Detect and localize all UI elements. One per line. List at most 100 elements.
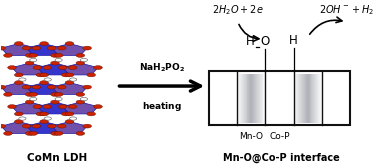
Circle shape [32, 46, 41, 50]
Circle shape [0, 46, 6, 50]
Circle shape [81, 58, 88, 62]
Circle shape [58, 105, 67, 109]
Circle shape [48, 124, 56, 128]
Polygon shape [1, 83, 36, 94]
Bar [308, 74, 309, 123]
Circle shape [3, 132, 12, 135]
Bar [319, 74, 320, 123]
Bar [258, 74, 259, 123]
Bar [253, 74, 254, 123]
Circle shape [83, 46, 91, 50]
Bar [254, 74, 255, 123]
Circle shape [8, 66, 16, 70]
Circle shape [51, 61, 59, 65]
Bar [307, 74, 308, 123]
Circle shape [40, 73, 48, 77]
Bar [299, 74, 301, 123]
Bar [320, 74, 321, 123]
Polygon shape [37, 63, 73, 75]
Circle shape [14, 81, 23, 85]
Bar [294, 74, 295, 123]
Circle shape [62, 112, 70, 116]
Text: $\mathbf{NaH_2PO_2}$: $\mathbf{NaH_2PO_2}$ [139, 61, 185, 74]
Bar [321, 74, 322, 123]
Bar [251, 74, 253, 123]
Circle shape [51, 100, 59, 104]
Text: $2H_2O + 2e$: $2H_2O + 2e$ [212, 3, 263, 17]
Circle shape [51, 92, 59, 96]
Bar [294, 74, 296, 123]
Circle shape [43, 66, 52, 70]
Bar [238, 74, 239, 123]
Circle shape [25, 100, 34, 104]
Circle shape [14, 42, 23, 46]
Circle shape [62, 73, 70, 77]
Bar [246, 74, 247, 123]
Bar [300, 74, 301, 123]
Circle shape [94, 105, 102, 109]
Bar [298, 74, 299, 123]
Circle shape [22, 124, 31, 128]
Bar [316, 74, 317, 123]
Circle shape [57, 46, 66, 50]
Text: Mn-O: Mn-O [239, 132, 263, 141]
Bar [303, 74, 304, 123]
Bar [249, 74, 251, 123]
Bar [260, 74, 261, 123]
Circle shape [40, 81, 48, 85]
Circle shape [29, 53, 38, 57]
Text: Mn-O@Co-P interface: Mn-O@Co-P interface [223, 153, 340, 163]
Text: O: O [261, 35, 270, 48]
Bar [237, 71, 265, 125]
Bar [250, 74, 251, 123]
Circle shape [87, 73, 96, 77]
Circle shape [29, 132, 38, 135]
Circle shape [65, 73, 74, 77]
Circle shape [65, 42, 74, 46]
Polygon shape [26, 44, 62, 55]
Circle shape [44, 78, 51, 81]
Circle shape [25, 61, 34, 65]
Polygon shape [52, 122, 87, 133]
Circle shape [22, 85, 31, 89]
Bar [317, 74, 318, 123]
Circle shape [36, 73, 45, 77]
Bar [264, 74, 265, 123]
Text: $\mathbf{heating}$: $\mathbf{heating}$ [142, 100, 182, 113]
Polygon shape [52, 44, 87, 55]
Circle shape [81, 97, 88, 101]
Text: $2OH^- + H_2$: $2OH^- + H_2$ [319, 3, 374, 17]
Bar [209, 71, 350, 125]
Polygon shape [12, 63, 47, 75]
Circle shape [70, 78, 77, 81]
Bar [209, 71, 237, 125]
Bar [263, 74, 265, 123]
Circle shape [29, 92, 38, 96]
Bar [322, 71, 350, 125]
Circle shape [25, 92, 34, 96]
Circle shape [94, 66, 102, 70]
Circle shape [54, 132, 63, 135]
Circle shape [57, 85, 66, 89]
Circle shape [76, 132, 85, 135]
Bar [318, 74, 319, 123]
Bar [304, 74, 305, 123]
Circle shape [65, 112, 74, 116]
Bar [311, 74, 313, 123]
Polygon shape [1, 44, 36, 55]
Bar [261, 74, 262, 123]
Circle shape [19, 78, 26, 81]
Circle shape [44, 117, 51, 120]
Circle shape [22, 46, 31, 50]
Circle shape [57, 124, 66, 128]
Polygon shape [1, 122, 36, 133]
Circle shape [55, 97, 62, 101]
Bar [240, 74, 241, 123]
Bar [313, 74, 314, 123]
Polygon shape [26, 83, 62, 94]
Bar [296, 74, 297, 123]
Circle shape [0, 124, 6, 128]
Circle shape [19, 117, 26, 120]
Polygon shape [12, 102, 47, 114]
Text: CoMn LDH: CoMn LDH [27, 153, 87, 163]
